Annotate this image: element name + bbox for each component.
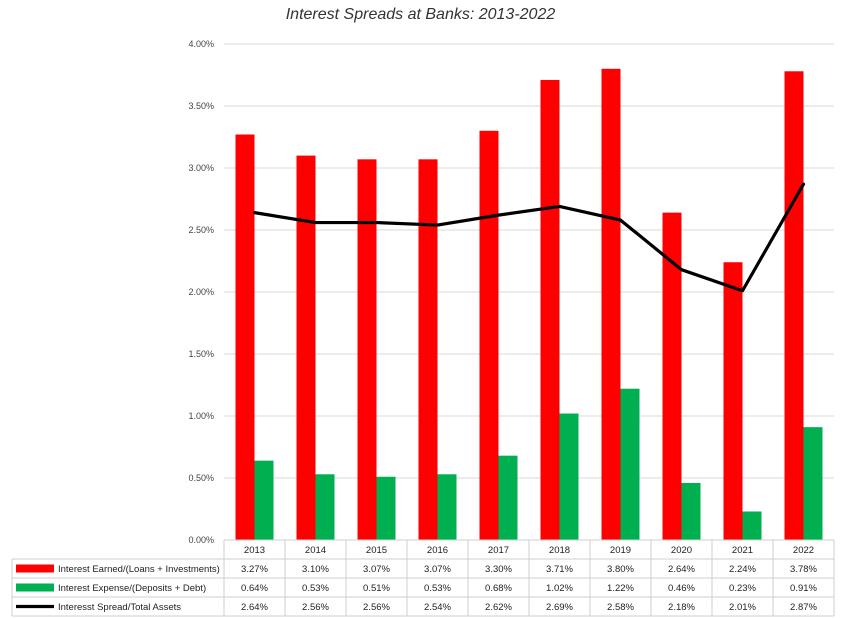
data-table-cell: 0.91% (790, 583, 817, 594)
data-table-cell: 2.18% (668, 602, 695, 613)
legend-label: Interesst Spread/Total Assets (58, 602, 181, 613)
x-tick-label: 2013 (244, 545, 265, 556)
data-table-cell: 3.30% (485, 564, 512, 575)
data-table-cell: 2.69% (546, 602, 573, 613)
legend-label: Interest Earned/(Loans + Investments) (58, 564, 220, 575)
bar-interest-expense (315, 474, 335, 540)
data-table-cell: 0.68% (485, 583, 512, 594)
y-tick-label: 3.50% (188, 101, 214, 111)
data-table-cell: 0.46% (668, 583, 695, 594)
data-table-cell: 3.78% (790, 564, 817, 575)
x-tick-label: 2018 (549, 545, 570, 556)
data-table-cell: 2.56% (363, 602, 390, 613)
x-tick-label: 2014 (305, 545, 326, 556)
x-tick-label: 2017 (488, 545, 509, 556)
bar-interest-expense (437, 474, 457, 540)
bar-interest-earned (784, 71, 804, 540)
data-table-cell: 2.64% (241, 602, 268, 613)
x-tick-label: 2015 (366, 545, 387, 556)
bar-interest-expense (803, 427, 823, 540)
line-interest-spread (252, 182, 806, 293)
x-tick-label: 2020 (671, 545, 692, 556)
bar-interest-earned (357, 159, 377, 540)
y-axis-tick-labels: 0.00% 0.50% 1.00% 1.50% 2.00% 2.50% 3.00% 3.50%… (188, 39, 214, 545)
bar-interest-expense (559, 413, 579, 540)
data-table-cell: 2.01% (729, 602, 756, 613)
data-table-cell: 0.23% (729, 583, 756, 594)
bar-interest-earned (723, 262, 743, 540)
data-table-cell: 3.10% (302, 564, 329, 575)
data-table-cell: 0.53% (424, 583, 451, 594)
x-tick-label: 2016 (427, 545, 448, 556)
bar-interest-earned (296, 155, 316, 540)
data-table-cell: 2.24% (729, 564, 756, 575)
y-tick-label: 2.50% (188, 225, 214, 235)
line-series (252, 182, 806, 293)
data-table-cell: 2.64% (668, 564, 695, 575)
y-tick-label: 1.50% (188, 349, 214, 359)
data-table-cell: 2.56% (302, 602, 329, 613)
bar-interest-expense (498, 455, 518, 540)
legend-label: Interest Expense/(Deposits + Debt) (58, 583, 206, 594)
data-table-cell: 3.07% (424, 564, 451, 575)
data-table-cell: 1.22% (607, 583, 634, 594)
bar-interest-earned (601, 68, 621, 541)
data-table-cell: 3.27% (241, 564, 268, 575)
bar-interest-expense (681, 482, 701, 540)
bar-interest-expense (254, 460, 274, 540)
bar-interest-expense (620, 388, 640, 540)
data-table-cell: 2.54% (424, 602, 451, 613)
data-table-cell: 2.62% (485, 602, 512, 613)
y-tick-label: 0.50% (188, 473, 214, 483)
data-table-cell: 0.51% (363, 583, 390, 594)
x-tick-label: 2019 (610, 545, 631, 556)
legend-swatch (16, 564, 54, 573)
bar-interest-expense (376, 476, 396, 540)
bar-interest-earned (662, 212, 682, 540)
y-tick-label: 0.00% (188, 535, 214, 545)
data-table-cell: 3.07% (363, 564, 390, 575)
y-tick-label: 1.00% (188, 411, 214, 421)
y-tick-label: 4.00% (188, 39, 214, 49)
bar-interest-earned (479, 130, 499, 541)
data-table-cell: 3.71% (546, 564, 573, 575)
data-table-cell: 3.80% (607, 564, 634, 575)
legend-swatch (16, 583, 54, 592)
bar-interest-earned (540, 79, 560, 541)
bar-series (235, 68, 823, 541)
data-table-cell: 1.02% (546, 583, 573, 594)
y-tick-label: 2.00% (188, 287, 214, 297)
bar-interest-earned (418, 159, 438, 540)
y-tick-label: 3.00% (188, 163, 214, 173)
bar-interest-earned (235, 134, 255, 540)
data-table-cell: 2.87% (790, 602, 817, 613)
data-table-cell: 0.64% (241, 583, 268, 594)
bar-interest-expense (742, 511, 762, 540)
data-table-cell: 0.53% (302, 583, 329, 594)
chart-title: Interest Spreads at Banks: 2013-2022 (285, 6, 556, 23)
x-tick-label: 2021 (732, 545, 753, 556)
data-table-cell: 2.58% (607, 602, 634, 613)
data-table: 2013 2014 2015 2016 2017 2018 2019 2020 2021 2022… (11, 539, 835, 617)
x-tick-label: 2022 (793, 545, 814, 556)
